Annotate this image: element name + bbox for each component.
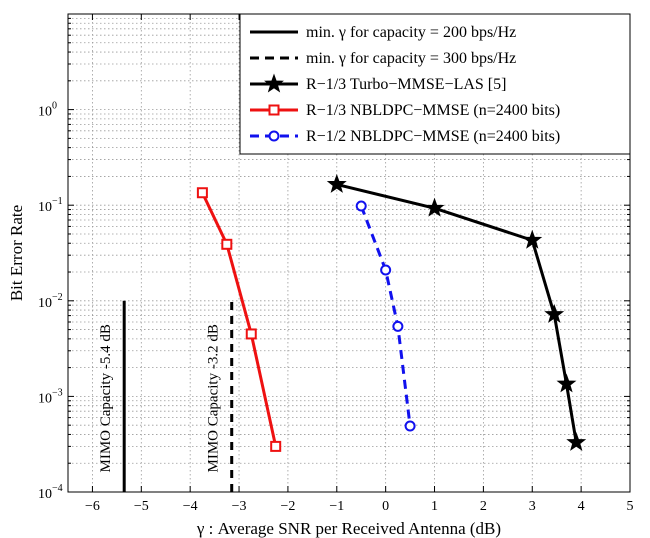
series-1-point xyxy=(566,431,587,451)
x-axis-label: γ : Average SNR per Received Antenna (dB… xyxy=(196,519,501,538)
x-tick-label: 5 xyxy=(627,499,634,514)
x-tick-label: 0 xyxy=(382,499,389,514)
y-tick-label: 10−1 xyxy=(38,196,63,215)
legend-entry-1: min. γ for capacity = 200 bps/Hz xyxy=(306,24,516,41)
series-1-point xyxy=(544,303,565,323)
x-tick-label: −2 xyxy=(280,499,295,514)
y-tick-label: 100 xyxy=(38,101,57,120)
legend: min. γ for capacity = 200 bps/Hz min. γ f… xyxy=(239,13,631,155)
x-tick-label: −1 xyxy=(329,499,344,514)
series-1-point xyxy=(556,373,577,393)
x-tick-label: −6 xyxy=(85,499,100,514)
series-layer xyxy=(196,173,587,452)
y-tick-label: 10−2 xyxy=(38,292,63,311)
series-3-point xyxy=(355,200,367,212)
series-2-point xyxy=(196,187,208,199)
series-1-point xyxy=(326,173,347,193)
legend-marker-4 xyxy=(268,104,280,116)
series-1-point xyxy=(522,229,543,249)
x-tick-label: −5 xyxy=(134,499,149,514)
legend-marker-5 xyxy=(268,130,280,142)
series-1 xyxy=(326,173,587,451)
legend-marker-3 xyxy=(264,73,284,93)
series-2-line xyxy=(201,192,278,447)
legend-entry-5: R−1/2 NBLDPC−MMSE (n=2400 bits) xyxy=(306,128,560,145)
legend-box xyxy=(239,13,631,155)
y-tick-label: 10−4 xyxy=(38,483,63,502)
legend-entry-3: R−1/3 Turbo−MMSE−LAS [5] xyxy=(306,76,506,93)
series-1-point xyxy=(424,197,445,217)
capacity-annotation-1: MIMO Capacity -5.4 dB xyxy=(98,324,114,472)
y-tick-label: 10−3 xyxy=(38,387,63,406)
series-2 xyxy=(196,187,282,452)
series-3-point xyxy=(380,264,392,276)
series-3-point xyxy=(404,420,416,432)
series-1-line xyxy=(336,182,578,443)
legend-entry-2: min. γ for capacity = 300 bps/Hz xyxy=(306,50,516,67)
x-tick-label: 3 xyxy=(529,499,536,514)
x-tick-label: 1 xyxy=(431,499,438,514)
capacity-reference-lines: MIMO Capacity -5.4 dB MIMO Capacity -3.2 … xyxy=(98,300,234,492)
y-axis-label: Bit Error Rate xyxy=(7,205,26,301)
series-2-point xyxy=(270,440,282,452)
legend-entry-4: R−1/3 NBLDPC−MMSE (n=2400 bits) xyxy=(306,102,560,119)
x-tick-label: 4 xyxy=(578,499,585,514)
x-tick-label: 2 xyxy=(480,499,487,514)
series-3-point xyxy=(392,320,404,332)
series-2-point xyxy=(221,238,233,250)
x-tick-label: −3 xyxy=(232,499,247,514)
series-3-line xyxy=(359,205,412,427)
x-tick-label: −4 xyxy=(183,499,198,514)
capacity-annotation-2: MIMO Capacity -3.2 dB xyxy=(206,324,222,472)
series-3 xyxy=(355,200,416,432)
series-2-point xyxy=(245,328,257,340)
